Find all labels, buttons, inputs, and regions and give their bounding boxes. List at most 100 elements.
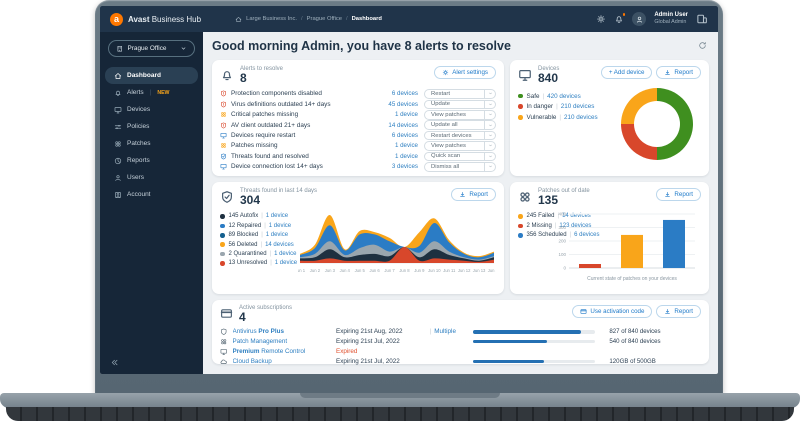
legend-count-link[interactable]: 420 devices: [547, 92, 581, 100]
legend-dot: [518, 214, 523, 219]
subscription-row: Premium Remote Control Expired: [220, 347, 701, 357]
legend-count-link[interactable]: 1 device: [265, 213, 289, 220]
legend-label: 12 Repaired: [228, 222, 262, 229]
legend-count-link[interactable]: 1 device: [274, 260, 298, 267]
sidebar-item-reports[interactable]: Reports: [105, 152, 198, 169]
legend-label: 2 Quarantined: [228, 251, 267, 258]
devices-link[interactable]: 3 devices: [391, 163, 418, 171]
subscriptions-card: Active subscriptions 4 Use activation co…: [212, 300, 709, 365]
legend-label: 356 Scheduled: [526, 232, 567, 239]
devices-card: Devices 840 + Add device Report Safe |: [510, 60, 709, 176]
settings-gear-icon[interactable]: [596, 14, 606, 24]
threats-count: 304: [240, 193, 261, 207]
alert-action-dropdown[interactable]: View patches: [424, 141, 496, 151]
legend-count-link[interactable]: 210 devices: [560, 103, 595, 111]
legend-count-link[interactable]: 6 devices: [574, 232, 600, 239]
sidebar-item-account[interactable]: Account: [105, 186, 198, 203]
sidebar-item-label: Patches: [127, 140, 151, 147]
dropdown-label: Restart: [431, 90, 450, 97]
legend-separator: |: [569, 232, 572, 239]
legend-count-link[interactable]: 210 devices: [564, 113, 598, 121]
sidebar-item-users[interactable]: Users: [105, 169, 198, 186]
svg-text:Jun 13: Jun 13: [473, 268, 486, 273]
subscriptions-report-button[interactable]: Report: [656, 305, 701, 318]
sidebar-item-dashboard[interactable]: Dashboard: [105, 67, 198, 84]
sidebar-collapse-icon[interactable]: [110, 358, 119, 367]
alert-action-dropdown[interactable]: Quick scan: [424, 151, 496, 162]
badge-separator: |: [149, 89, 152, 96]
alert-action-dropdown[interactable]: Restart: [424, 89, 496, 99]
report-label: Report: [674, 69, 693, 76]
refresh-icon[interactable]: [698, 41, 707, 50]
avatar[interactable]: [632, 12, 647, 26]
legend-item: Safe | 420 devices: [518, 91, 701, 102]
legend-item: 2 Missing | 123 devices: [518, 221, 599, 230]
user-menu[interactable]: Admin User Global Admin: [654, 12, 688, 25]
page-title: Good morning Admin, you have 8 alerts to…: [212, 39, 511, 53]
multiple-link[interactable]: Multiple: [434, 328, 456, 336]
org-selector[interactable]: Prague Office: [108, 40, 195, 57]
donut-hole: [634, 101, 680, 147]
breadcrumb-site[interactable]: Prague Office: [306, 16, 342, 22]
alert-action-dropdown[interactable]: Restart devices: [424, 130, 496, 141]
sidebar-item-devices[interactable]: Devices: [105, 101, 198, 118]
subscription-row: Antivirus Pro Plus Expiring 21st Aug, 20…: [220, 327, 701, 337]
legend-count-link[interactable]: 14 devices: [265, 241, 294, 248]
devices-link[interactable]: 1 device: [394, 152, 418, 160]
chevron-down-icon: [180, 45, 187, 52]
legend-separator: |: [264, 222, 266, 229]
alert-action-dropdown[interactable]: Dismiss all: [424, 161, 496, 172]
brand-rest: Business Hub: [149, 14, 202, 24]
monitor-icon: [114, 106, 122, 114]
svg-text:Jun 6: Jun 6: [369, 268, 380, 273]
devices-link[interactable]: 1 device: [394, 142, 418, 150]
legend-count-link[interactable]: 123 devices: [559, 222, 592, 229]
devices-link[interactable]: 14 devices: [388, 121, 418, 129]
legend-item: 356 Scheduled | 6 devices: [518, 231, 599, 240]
legend-count-link[interactable]: 1 device: [268, 222, 292, 229]
legend-separator: |: [542, 92, 545, 100]
subscription-usage: 827 of 840 devices: [609, 328, 661, 336]
threats-report-button[interactable]: Report: [451, 188, 496, 201]
subscription-name-link[interactable]: Premium Remote Control: [232, 348, 306, 356]
shield-alert-icon: [220, 101, 227, 108]
alert-settings-button[interactable]: Alert settings: [434, 66, 496, 79]
user-name: Admin User: [654, 12, 688, 19]
use-activation-code-button[interactable]: Use activation code: [572, 305, 653, 318]
monitor-icon: [220, 132, 227, 139]
legend-count-link[interactable]: 1 device: [265, 232, 289, 239]
subscription-name-link[interactable]: Antivirus Pro Plus: [232, 328, 284, 336]
device-switcher-icon[interactable]: [696, 13, 708, 25]
legend-count-link[interactable]: 1 device: [274, 251, 297, 258]
legend-count-link[interactable]: 14 devices: [562, 213, 591, 220]
sidebar-item-alerts[interactable]: Alerts | NEW: [105, 84, 198, 101]
dropdown-label: View patches: [431, 111, 466, 118]
credit-card-icon: [220, 307, 233, 320]
shield-alert-icon: [220, 122, 227, 129]
devices-link[interactable]: 1 device: [394, 111, 418, 119]
subscription-name-link[interactable]: Cloud Backup: [232, 357, 272, 365]
devices-link[interactable]: 45 devices: [388, 100, 418, 108]
devices-link[interactable]: 6 devices: [391, 132, 418, 140]
breadcrumb-org[interactable]: Large Business Inc.: [246, 16, 298, 22]
app-window: a Avast Business Hub Large Business Inc.…: [100, 6, 718, 374]
legend-dot: [220, 223, 225, 229]
notifications-bell-icon[interactable]: [614, 12, 627, 24]
sidebar-item-patches[interactable]: Patches: [105, 135, 198, 152]
devices-link[interactable]: 6 devices: [391, 90, 418, 98]
home-icon: [235, 16, 242, 23]
sidebar-item-policies[interactable]: Policies: [105, 118, 198, 135]
shield-alert-icon: [220, 90, 227, 97]
svg-text:300: 300: [558, 225, 566, 230]
devices-report-button[interactable]: Report: [656, 66, 701, 79]
patches-card-label: Patches out of date: [538, 188, 590, 194]
alert-action-dropdown[interactable]: Update all: [424, 120, 496, 130]
alert-action-dropdown[interactable]: Update: [424, 99, 496, 110]
alert-label: Devices require restart: [231, 132, 296, 140]
patches-report-button[interactable]: Report: [656, 188, 701, 201]
legend-item: 145 Autofix | 1 device: [220, 212, 298, 221]
alert-action-dropdown[interactable]: View patches: [424, 109, 496, 120]
subscription-name-link[interactable]: Patch Management: [232, 338, 288, 346]
add-device-button[interactable]: + Add device: [600, 66, 653, 79]
